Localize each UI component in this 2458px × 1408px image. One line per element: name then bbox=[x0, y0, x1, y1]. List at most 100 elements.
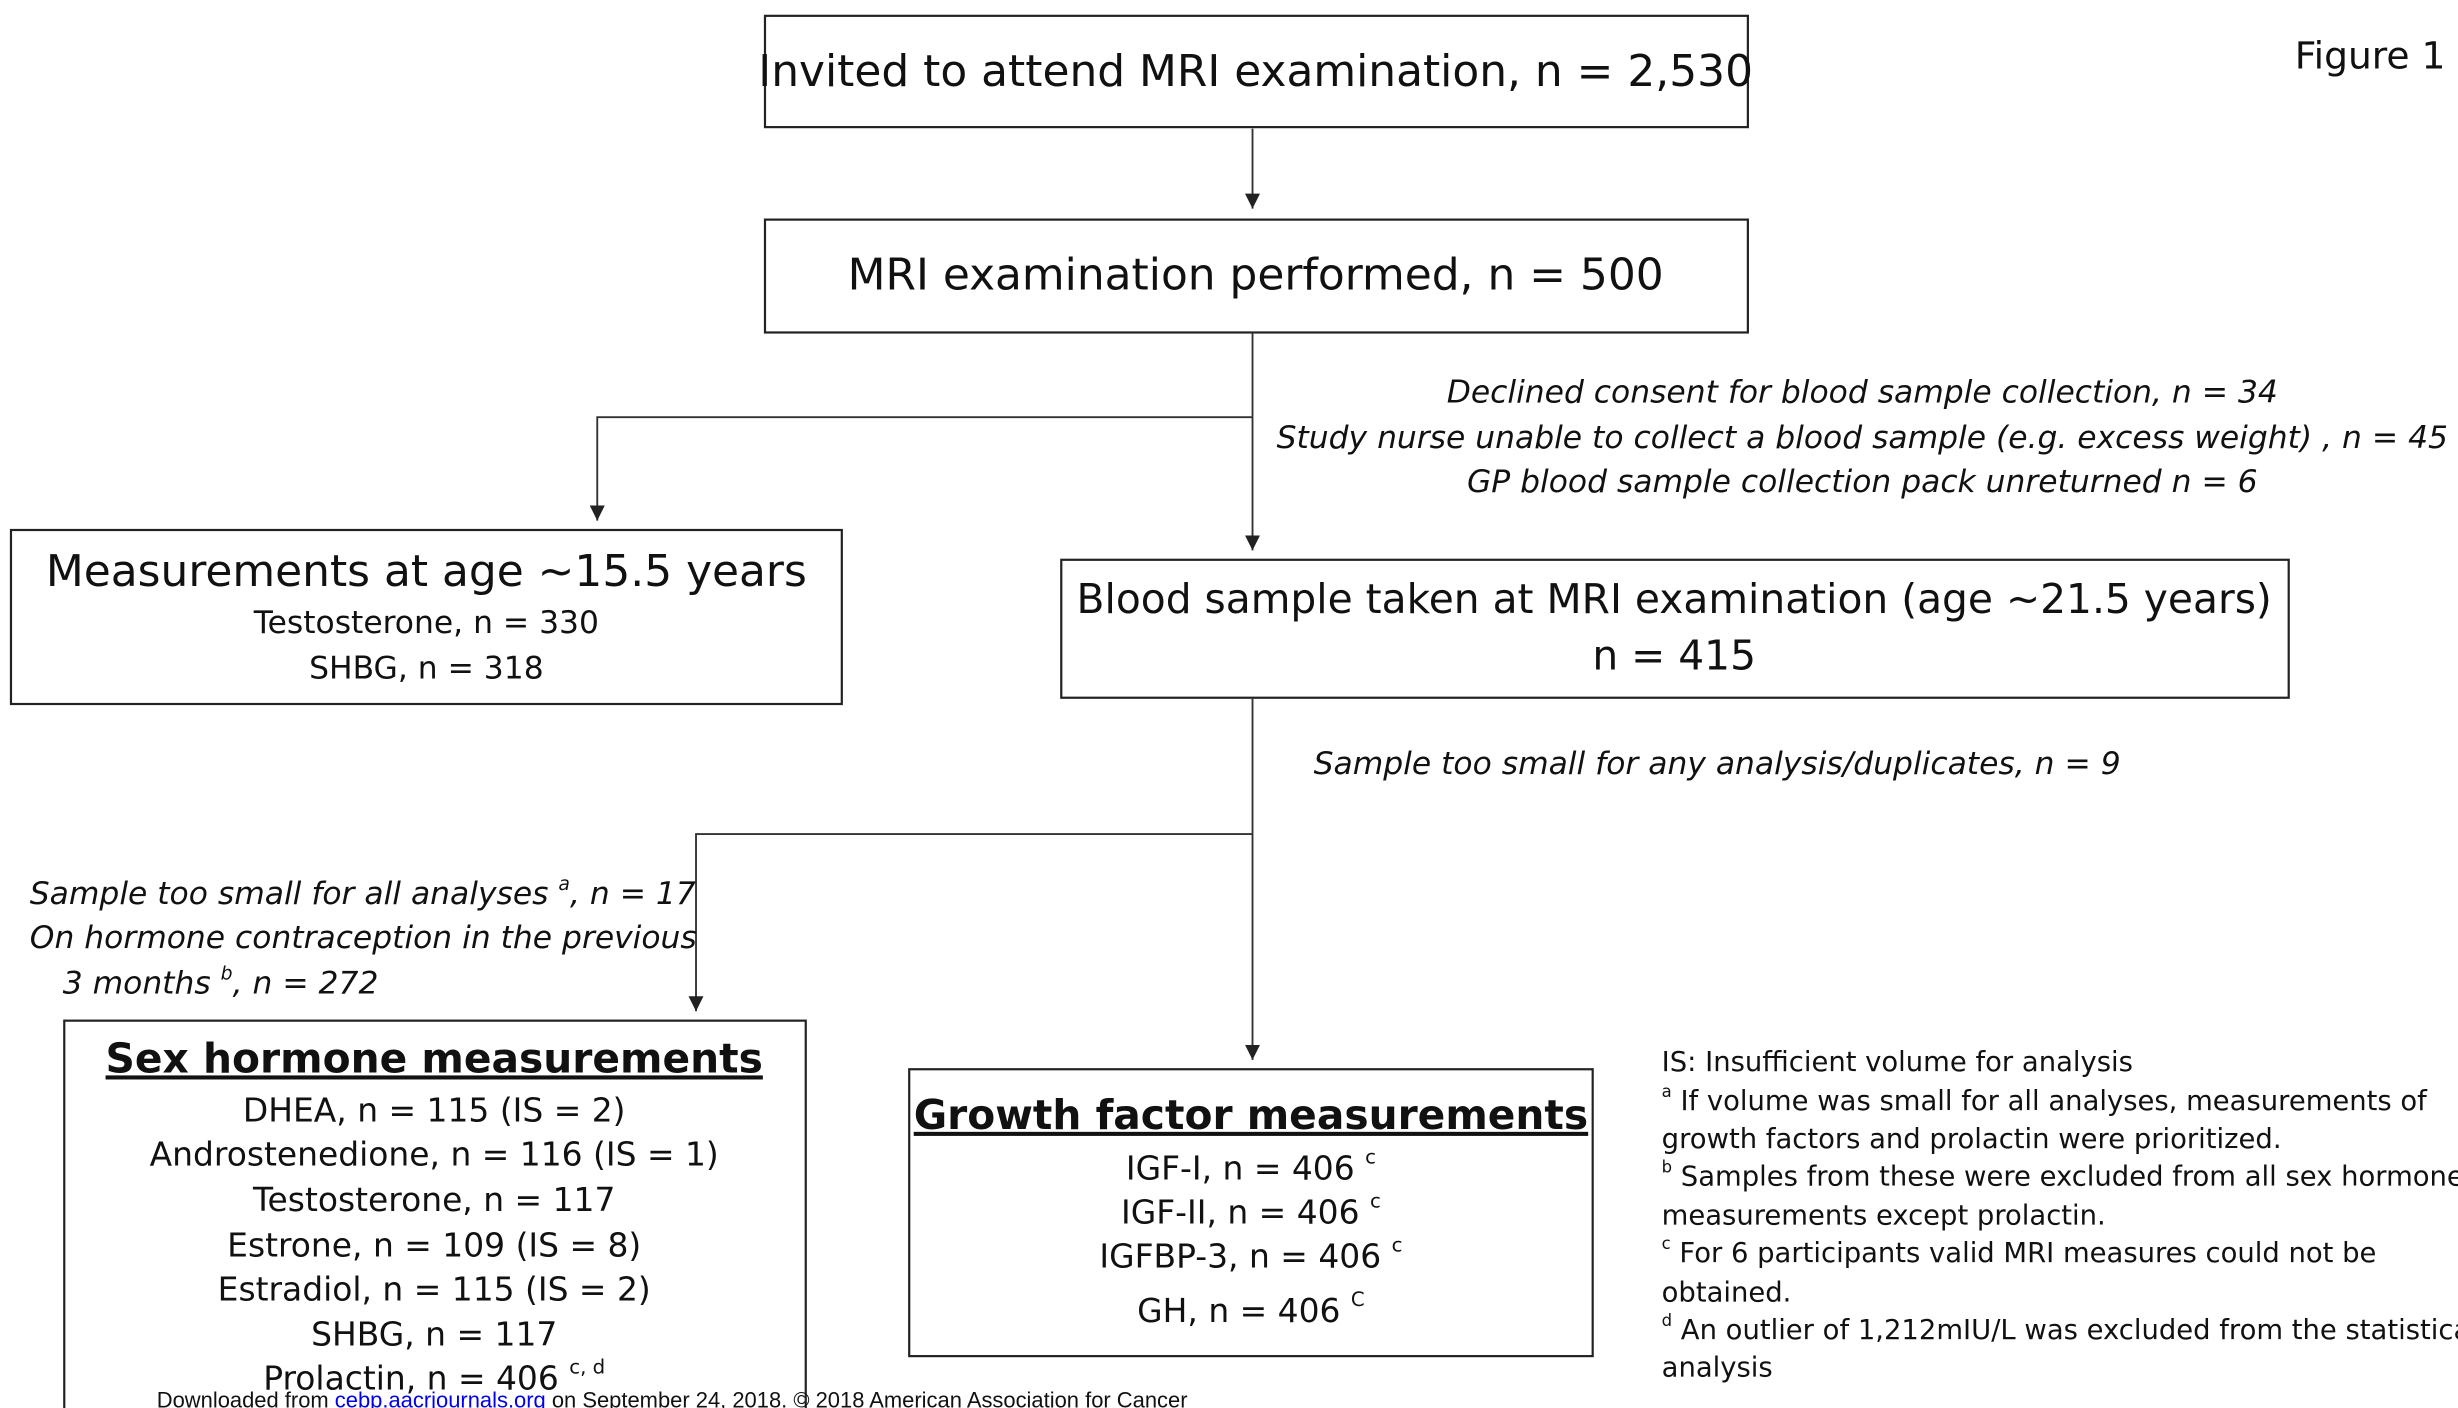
text-segment: Samples from these were excluded from al… bbox=[1672, 1161, 2458, 1192]
text-segment: IGFBP-3, n = 406 bbox=[1099, 1236, 1391, 1275]
superscript: d bbox=[1662, 1311, 1672, 1330]
text-segment: Measurements at age ~15.5 years bbox=[46, 546, 807, 597]
nodes-4-line: DHEA, n = 115 (IS = 2) bbox=[243, 1090, 626, 1129]
text-segment: Study nurse unable to collect a blood sa… bbox=[1277, 420, 2448, 456]
nodes-4-line: Testosterone, n = 117 bbox=[252, 1179, 615, 1218]
link[interactable]: cebp.aacrjournals.org bbox=[335, 1387, 546, 1408]
notes-line: c For 6 participants valid MRI measures … bbox=[1662, 1234, 2377, 1269]
notes-line: obtained. bbox=[1662, 1277, 1792, 1308]
notes-line: d An outlier of 1,212mIU/L was excluded … bbox=[1662, 1311, 2458, 1346]
text-segment: Sex hormone measurements bbox=[106, 1034, 763, 1082]
notes-line: a If volume was small for all analyses, … bbox=[1662, 1082, 2429, 1116]
superscript: c bbox=[1365, 1146, 1376, 1169]
superscript: c bbox=[1392, 1233, 1403, 1256]
notes-line: growth factors and prolactin were priori… bbox=[1662, 1123, 2282, 1154]
exclusions-1-line: Sample too small for any analysis/duplic… bbox=[1314, 746, 2121, 782]
box-invited bbox=[763, 14, 1749, 129]
superscript: a bbox=[1662, 1082, 1672, 1101]
nodes-3-line: n = 415 bbox=[1592, 632, 1756, 680]
superscript: c bbox=[1370, 1189, 1381, 1212]
text-segment: , n = 272 bbox=[233, 966, 379, 1002]
box-mri bbox=[763, 218, 1749, 334]
arrow bbox=[688, 833, 1253, 1012]
superscript: a bbox=[558, 874, 570, 895]
text-segment: Declined consent for blood sample collec… bbox=[1447, 375, 2278, 411]
nodes-3-line: Blood sample taken at MRI examination (a… bbox=[1077, 575, 2272, 623]
box-growth-factor bbox=[908, 1068, 1594, 1358]
text-segment: An outlier of 1,212mIU/L was excluded fr… bbox=[1672, 1315, 2458, 1346]
text-segment: If volume was small for all analyses, me… bbox=[1672, 1086, 2428, 1117]
notes-line: IS: Insufficient volume for analysis bbox=[1662, 1046, 2133, 1077]
text-segment: Blood sample taken at MRI examination (a… bbox=[1077, 575, 2272, 623]
text-segment: analysis bbox=[1662, 1352, 1773, 1383]
notes-line: measurements except prolactin. bbox=[1662, 1200, 2106, 1231]
nodes-4-line: Prolactin, n = 406 c, d bbox=[263, 1356, 605, 1398]
text-segment: Testosterone, n = 117 bbox=[252, 1179, 615, 1218]
text-segment: MRI examination performed, n = 500 bbox=[848, 250, 1664, 301]
exclusions-0-line: Study nurse unable to collect a blood sa… bbox=[1277, 420, 2448, 456]
superscript: c bbox=[1662, 1234, 1671, 1253]
text-segment: n = 415 bbox=[1592, 632, 1756, 680]
text-segment: DHEA, n = 115 (IS = 2) bbox=[243, 1090, 626, 1129]
nodes-2-line: Measurements at age ~15.5 years bbox=[46, 546, 807, 597]
text-segment: SHBG, n = 117 bbox=[311, 1314, 557, 1353]
nodes-1-line: MRI examination performed, n = 500 bbox=[848, 250, 1664, 301]
text-segment: Growth factor measurements bbox=[914, 1091, 1588, 1139]
text-segment: Sample too small for any analysis/duplic… bbox=[1314, 746, 2121, 782]
exclusions-0-line: GP blood sample collection pack unreturn… bbox=[1467, 464, 2258, 500]
text-segment: growth factors and prolactin were priori… bbox=[1662, 1123, 2282, 1154]
nodes-4-line: Estrone, n = 109 (IS = 8) bbox=[227, 1225, 641, 1264]
nodes-2-line: Testosterone, n = 330 bbox=[253, 605, 599, 641]
text-segment: IGF-I, n = 406 bbox=[1126, 1148, 1365, 1187]
nodes-4-line: Estradiol, n = 115 (IS = 2) bbox=[218, 1269, 651, 1308]
box-blood bbox=[1060, 558, 2290, 699]
nodes-5-line: IGF-I, n = 406 c bbox=[1126, 1146, 1376, 1188]
text-segment: GH, n = 406 bbox=[1137, 1291, 1351, 1330]
box-age15 bbox=[9, 528, 843, 706]
superscript: c, d bbox=[569, 1356, 605, 1379]
box-sex-hormone bbox=[63, 1019, 807, 1408]
notes-line: analysis bbox=[1662, 1352, 1773, 1383]
superscript: C bbox=[1351, 1288, 1365, 1311]
text-segment: SHBG, n = 318 bbox=[309, 651, 544, 687]
nodes-5-line: IGFBP-3, n = 406 c bbox=[1099, 1233, 1402, 1275]
nodes-2-line: SHBG, n = 318 bbox=[309, 651, 544, 687]
text-segment: On hormone contraception in the previous bbox=[30, 920, 697, 956]
text-segment: Prolactin, n = 406 bbox=[263, 1358, 569, 1397]
text-segment: Downloaded from bbox=[157, 1387, 335, 1408]
superscript: b bbox=[1662, 1157, 1672, 1176]
text-segment: Sample too small for all analyses bbox=[30, 876, 559, 912]
text-segment: Estradiol, n = 115 (IS = 2) bbox=[218, 1269, 651, 1308]
text-segment: , n = 17 bbox=[570, 876, 696, 912]
nodes-4-line: SHBG, n = 117 bbox=[311, 1314, 557, 1353]
text-segment: For 6 participants valid MRI measures co… bbox=[1671, 1238, 2377, 1269]
superscript: b bbox=[221, 964, 233, 985]
exclusions-2-line: Sample too small for all analyses a, n =… bbox=[30, 874, 696, 912]
text-segment: Androstenedione, n = 116 (IS = 1) bbox=[150, 1134, 719, 1173]
nodes-4-line: Sex hormone measurements bbox=[106, 1034, 763, 1082]
figure-label: Figure 1 bbox=[2295, 34, 2446, 78]
nodes-5-line: Growth factor measurements bbox=[914, 1091, 1588, 1139]
text-segment: Testosterone, n = 330 bbox=[253, 605, 599, 641]
text-segment: IGF-II, n = 406 bbox=[1121, 1192, 1370, 1231]
text-segment: obtained. bbox=[1662, 1277, 1792, 1308]
text-segment: 3 months bbox=[63, 966, 221, 1002]
notes-line: b Samples from these were excluded from … bbox=[1662, 1157, 2458, 1192]
exclusions-0-line: Declined consent for blood sample collec… bbox=[1447, 375, 2278, 411]
text-segment: IS: Insufficient volume for analysis bbox=[1662, 1046, 2133, 1077]
nodes-4-line: Androstenedione, n = 116 (IS = 1) bbox=[150, 1134, 719, 1173]
exclusions-2-line: On hormone contraception in the previous bbox=[30, 920, 697, 956]
arrow bbox=[589, 416, 1253, 521]
text-segment: GP blood sample collection pack unreturn… bbox=[1467, 464, 2258, 500]
nodes-0-line: Invited to attend MRI examination, n = 2… bbox=[758, 46, 1753, 97]
text-segment: measurements except prolactin. bbox=[1662, 1200, 2106, 1231]
text-segment: on September 24, 2018. © 2018 American A… bbox=[546, 1387, 1188, 1408]
footer-line: Downloaded from cebp.aacrjournals.org on… bbox=[157, 1387, 1188, 1408]
text-segment: Estrone, n = 109 (IS = 8) bbox=[227, 1225, 641, 1264]
nodes-5-line: GH, n = 406 C bbox=[1137, 1288, 1365, 1330]
exclusions-2-line: 3 months b, n = 272 bbox=[63, 964, 379, 1002]
text-segment: Invited to attend MRI examination, n = 2… bbox=[758, 46, 1753, 97]
nodes-5-line: IGF-II, n = 406 c bbox=[1121, 1189, 1381, 1231]
